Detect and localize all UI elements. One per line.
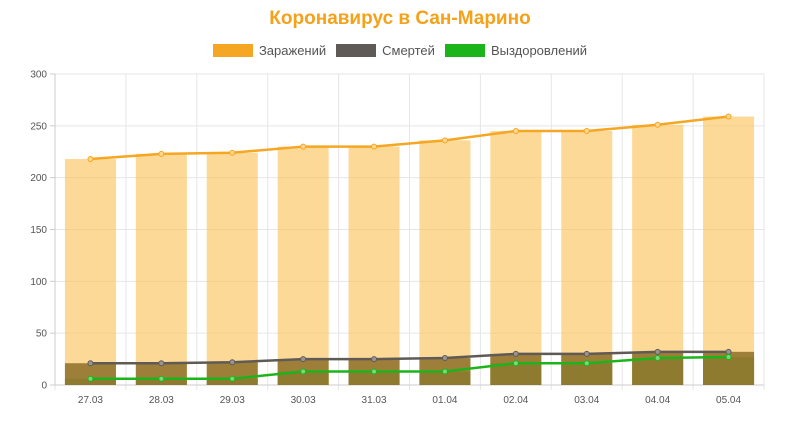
bar-infected xyxy=(561,131,613,385)
legend-label-infected: Заражений xyxy=(258,43,327,58)
point-deaths xyxy=(512,350,519,357)
point-recovered xyxy=(300,368,307,375)
bar-recovered xyxy=(135,378,187,385)
point-recovered xyxy=(229,375,236,382)
x-tick-label: 05.04 xyxy=(716,395,741,406)
bar-infected xyxy=(419,140,471,385)
line-infected xyxy=(90,115,729,161)
point-infected xyxy=(158,150,165,157)
point-recovered xyxy=(87,375,94,382)
bar-infected xyxy=(490,131,542,385)
x-tick-label: 28.03 xyxy=(149,395,174,406)
y-tick-label: 200 xyxy=(30,173,47,184)
x-tick-label: 29.03 xyxy=(220,395,245,406)
legend-swatch-deaths xyxy=(336,44,377,57)
point-deaths xyxy=(300,356,307,363)
line-deaths xyxy=(90,350,729,365)
bar-infected xyxy=(64,159,116,385)
point-infected xyxy=(654,121,661,128)
legend-label-recovered: Выздоровлений xyxy=(490,43,588,58)
point-recovered xyxy=(441,368,448,375)
point-deaths xyxy=(654,348,661,355)
bar-recovered xyxy=(277,371,329,385)
point-infected xyxy=(512,128,519,135)
bar-infected xyxy=(348,146,400,385)
y-tick-label: 300 xyxy=(30,70,47,81)
point-deaths xyxy=(87,360,94,367)
point-recovered xyxy=(158,375,165,382)
bar-recovered xyxy=(561,363,613,385)
bar-infected xyxy=(206,152,258,385)
point-recovered xyxy=(371,368,378,375)
point-infected xyxy=(87,156,94,163)
bar-recovered xyxy=(703,357,755,385)
point-infected xyxy=(371,143,378,150)
chart-title: Коронавирус в Сан-Марино xyxy=(269,8,531,29)
bar-recovered xyxy=(348,371,400,385)
bar-recovered xyxy=(632,358,684,385)
y-tick-label: 50 xyxy=(36,329,48,340)
legend-label-deaths: Смертей xyxy=(382,43,435,58)
point-deaths xyxy=(583,350,590,357)
bar-infected xyxy=(632,124,684,386)
y-tick-label: 0 xyxy=(41,381,47,392)
point-infected xyxy=(725,113,732,120)
point-deaths xyxy=(441,355,448,362)
point-infected xyxy=(583,128,590,135)
point-recovered xyxy=(654,355,661,362)
point-recovered xyxy=(583,360,590,367)
bar-infected xyxy=(135,153,187,385)
y-tick-label: 100 xyxy=(30,277,47,288)
point-deaths xyxy=(229,359,236,366)
bar-infected xyxy=(277,146,329,385)
x-tick-label: 04.04 xyxy=(645,395,670,406)
legend-item-deaths[interactable]: Смертей xyxy=(336,43,435,58)
point-infected xyxy=(441,137,448,144)
point-infected xyxy=(229,149,236,156)
x-tick-label: 31.03 xyxy=(362,395,387,406)
point-recovered xyxy=(512,360,519,367)
point-deaths xyxy=(725,348,732,355)
point-recovered xyxy=(725,354,732,361)
point-deaths xyxy=(158,360,165,367)
point-deaths xyxy=(371,356,378,363)
bar-recovered xyxy=(419,371,471,385)
bar-recovered xyxy=(490,363,542,385)
x-tick-label: 02.04 xyxy=(503,395,528,406)
legend-swatch-infected xyxy=(212,44,253,57)
point-infected xyxy=(300,143,307,150)
legend-item-recovered[interactable]: Выздоровлений xyxy=(444,43,588,58)
legend-item-infected[interactable]: Заражений xyxy=(212,43,327,58)
x-tick-label: 01.04 xyxy=(432,395,457,406)
x-tick-label: 03.04 xyxy=(574,395,599,406)
y-tick-label: 250 xyxy=(30,121,47,132)
legend: Заражений Смертей Выздоровлений xyxy=(0,43,800,58)
bar-infected xyxy=(703,116,755,386)
line-recovered xyxy=(90,355,729,381)
bar-recovered xyxy=(64,378,116,385)
y-tick-label: 150 xyxy=(30,225,47,236)
x-tick-label: 27.03 xyxy=(78,395,103,406)
x-tick-label: 30.03 xyxy=(291,395,316,406)
legend-swatch-recovered xyxy=(444,44,485,57)
bar-recovered xyxy=(206,378,258,385)
